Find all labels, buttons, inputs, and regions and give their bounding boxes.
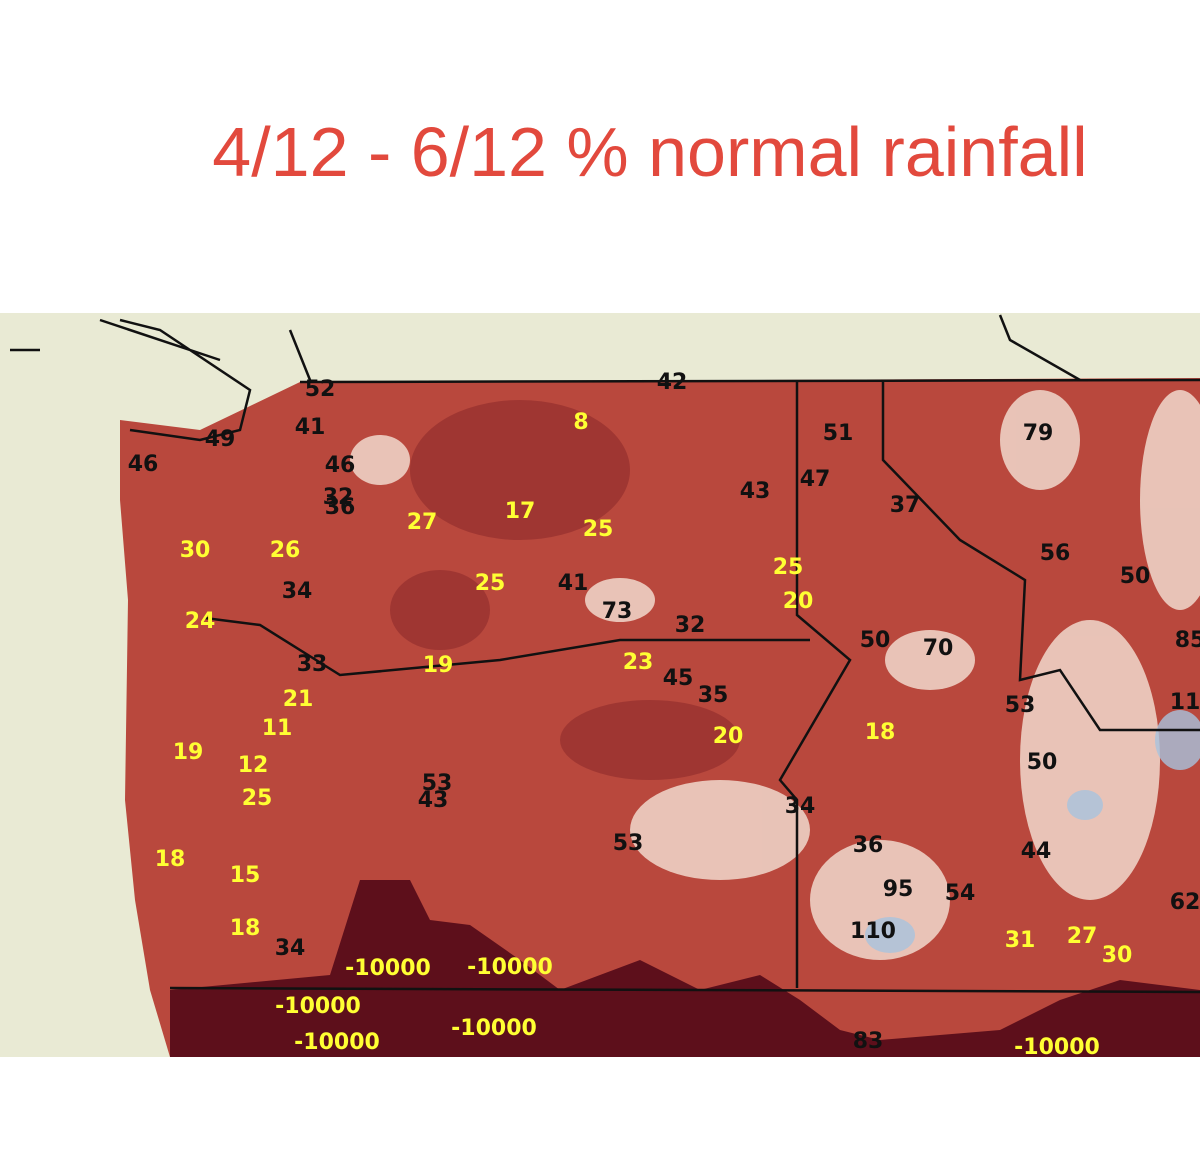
station-label: 18 — [155, 847, 186, 872]
station-label: 11 — [262, 716, 293, 741]
station-label: 51 — [823, 421, 854, 446]
station-label: 46 — [128, 452, 159, 477]
wet-patches — [350, 390, 1200, 960]
station-label: 49 — [205, 427, 236, 452]
station-label: 36 — [325, 495, 356, 520]
station-label: 54 — [945, 881, 976, 906]
station-label: 50 — [1120, 564, 1151, 589]
station-label: 32 — [675, 613, 706, 638]
station-label: 17 — [505, 499, 536, 524]
station-label: 47 — [800, 467, 831, 492]
station-label: 45 — [663, 666, 694, 691]
station-label: -10000 — [467, 955, 553, 980]
station-label: -10000 — [1014, 1035, 1100, 1060]
station-label: 30 — [180, 538, 211, 563]
station-label: 25 — [773, 555, 804, 580]
station-label: 20 — [783, 589, 814, 614]
station-label: 36 — [853, 833, 884, 858]
station-label: 110 — [850, 919, 896, 944]
station-label: 95 — [883, 877, 914, 902]
station-label: 32 — [323, 485, 354, 510]
station-label: -10000 — [275, 994, 361, 1019]
station-label: 25 — [475, 571, 506, 596]
station-label: -10000 — [451, 1016, 537, 1041]
station-label: 34 — [785, 794, 816, 819]
station-label: 12 — [238, 753, 269, 778]
title: 4/12 - 6/12 % normal rainfall — [212, 113, 1088, 191]
above-normal — [865, 710, 1200, 953]
station-label: 31 — [1005, 928, 1036, 953]
borders — [10, 314, 1200, 994]
station-label: 34 — [282, 579, 313, 604]
station-label: 83 — [853, 1029, 884, 1054]
station-label: 50 — [1027, 750, 1058, 775]
station-label: 27 — [407, 510, 438, 535]
station-label: 11 — [1170, 690, 1200, 715]
station-label: 19 — [423, 653, 454, 678]
station-label: 53 — [1005, 693, 1036, 718]
station-label: -10000 — [294, 1030, 380, 1055]
station-label: -10000 — [345, 956, 431, 981]
station-label: 19 — [173, 740, 204, 765]
station-label: 79 — [1023, 421, 1054, 446]
station-label: 27 — [1067, 924, 1098, 949]
station-label: 53 — [613, 831, 644, 856]
station-label: 37 — [890, 493, 921, 518]
station-label: 56 — [1040, 541, 1071, 566]
station-label: 42 — [657, 370, 688, 395]
station-label: 44 — [1021, 839, 1052, 864]
station-label: 18 — [865, 720, 896, 745]
station-label: 30 — [1102, 943, 1133, 968]
station-label: 25 — [583, 517, 614, 542]
station-label: 23 — [623, 650, 654, 675]
no-data-region — [170, 880, 1200, 1057]
station-label: 15 — [230, 863, 261, 888]
station-label: 41 — [295, 415, 326, 440]
station-label: 20 — [713, 724, 744, 749]
dry-core — [390, 400, 740, 780]
station-label: 52 — [305, 377, 336, 402]
station-label: 34 — [275, 936, 306, 961]
station-label: 53 — [422, 771, 453, 796]
station-label: 43 — [418, 788, 449, 813]
station-label: 33 — [297, 652, 328, 677]
station-label: 73 — [602, 599, 633, 624]
station-label: 46 — [325, 453, 356, 478]
station-label: 43 — [740, 479, 771, 504]
station-label: 25 — [242, 786, 273, 811]
station-label: 35 — [698, 683, 729, 708]
station-label: 62 — [1170, 890, 1200, 915]
station-label: 8 — [573, 410, 588, 435]
station-label: 18 — [230, 916, 261, 941]
station-label: 41 — [558, 571, 589, 596]
station-label: 70 — [923, 636, 954, 661]
station-label: 21 — [283, 687, 314, 712]
station-label: 85 — [1175, 628, 1200, 653]
station-label: 50 — [860, 628, 891, 653]
station-label: 26 — [270, 538, 301, 563]
station-label: 24 — [185, 609, 216, 634]
